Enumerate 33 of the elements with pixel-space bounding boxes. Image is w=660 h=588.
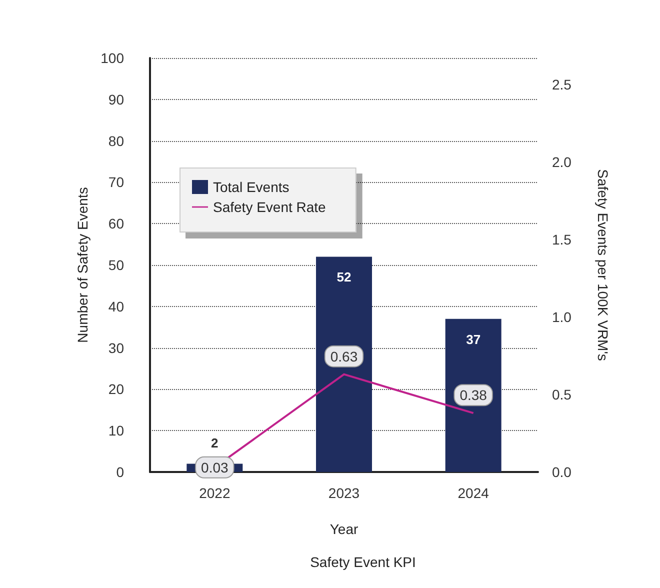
y-tick-label: 90 [108, 91, 124, 108]
y-tick-label: 40 [108, 298, 124, 314]
data-label: 0.38 [460, 387, 488, 404]
y-tick-label: 30 [108, 340, 124, 356]
data-label: 52 [336, 270, 352, 285]
y2-tick-label: 0.5 [552, 386, 572, 402]
y-tick-label: 60 [108, 216, 124, 232]
data-label: 0.63 [330, 348, 358, 364]
y2-tick-label: 0.0 [552, 464, 572, 480]
y2-axis-title: Safety Events per 100K VRM's [595, 169, 611, 361]
y2-tick-label: 1.0 [552, 308, 572, 325]
x-tick-label: 2024 [458, 485, 490, 501]
y-axis-title: Number of Safety Events [74, 187, 91, 343]
y-tick-label: 10 [108, 422, 124, 439]
legend-label: Total Events [213, 179, 290, 195]
data-label: 2 [211, 436, 218, 451]
y-tick-label: 70 [108, 174, 124, 190]
y2-tick-label: 2.0 [552, 154, 572, 170]
y2-tick-label: 1.5 [552, 231, 572, 248]
bar [316, 256, 372, 472]
y-tick-label: 20 [108, 381, 124, 398]
text: Safety Event KPI [310, 554, 416, 570]
x-axis-title: Year [330, 521, 358, 537]
data-label: 37 [466, 332, 481, 347]
bar [445, 318, 502, 472]
legend-label: Safety Event Rate [213, 199, 326, 215]
y-tick-label: 100 [100, 50, 124, 66]
y-tick-label: 50 [108, 257, 124, 273]
y2-tick-label: 2.5 [552, 76, 572, 92]
y-tick-label: 80 [108, 132, 124, 149]
y-tick-label: 0 [116, 464, 124, 480]
x-tick-label: 2022 [199, 485, 230, 501]
x-tick-label: 2023 [328, 485, 360, 501]
